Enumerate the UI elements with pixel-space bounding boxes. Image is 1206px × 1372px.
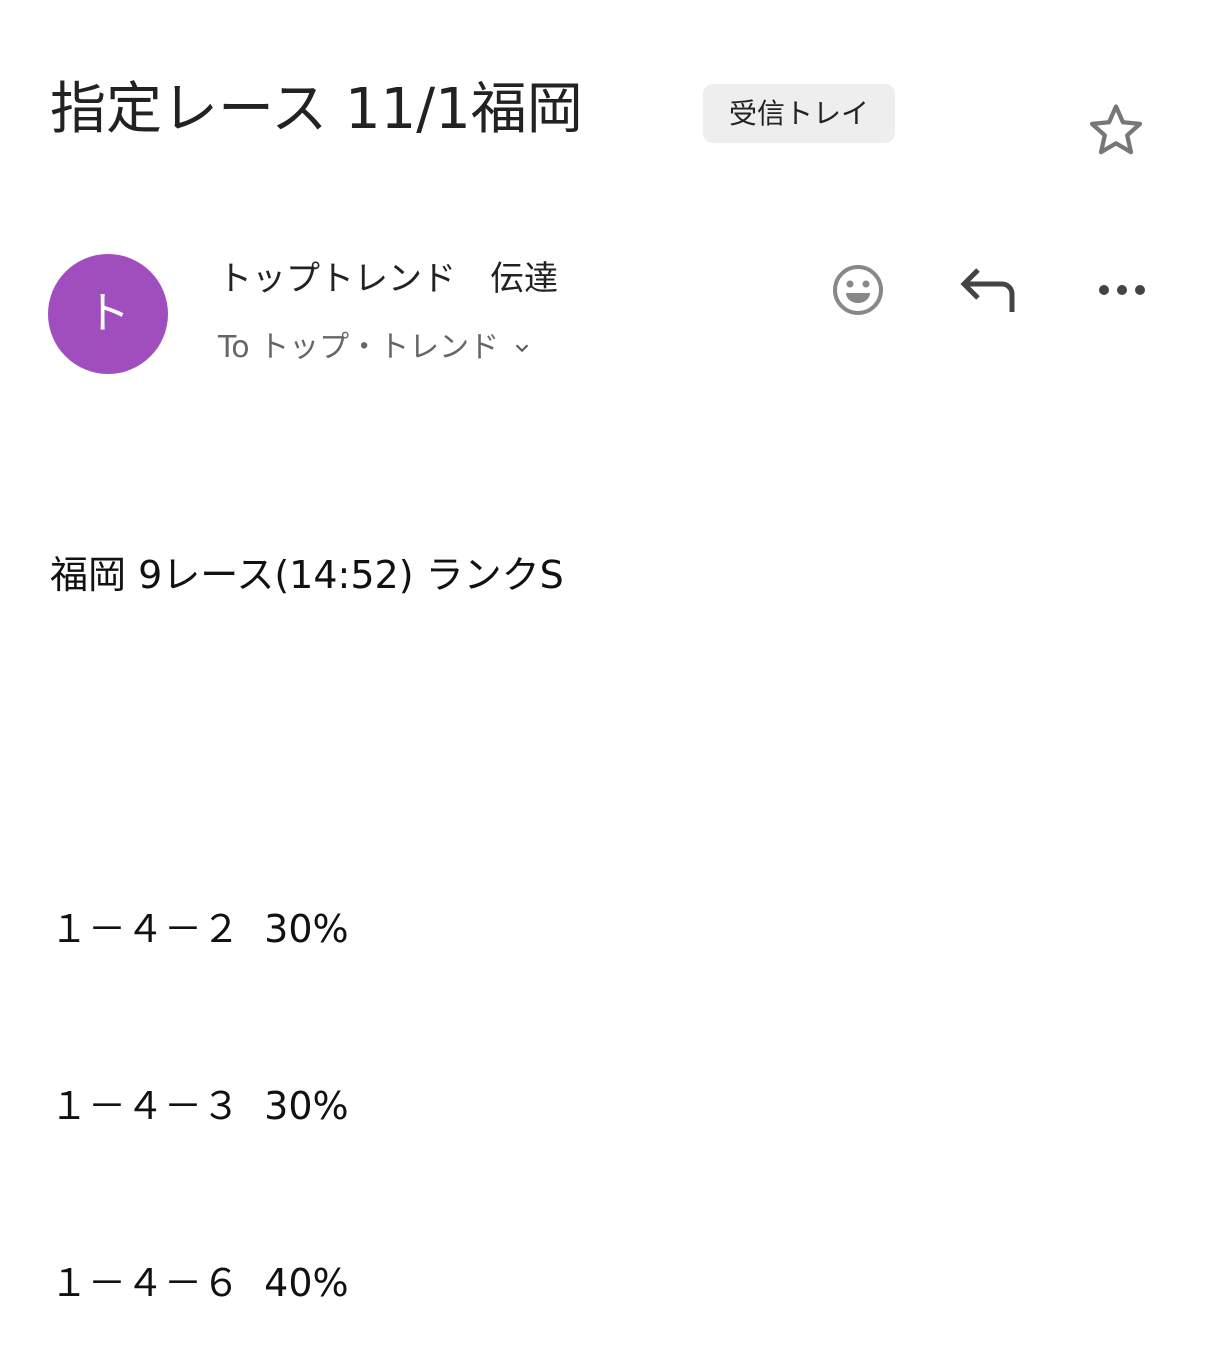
reply-icon[interactable] bbox=[958, 266, 1022, 316]
body-heading: 福岡 9レース(14:52) ランクS bbox=[50, 553, 564, 597]
body-line: １－４－６ 40% bbox=[50, 1261, 349, 1305]
recipient-text: To トップ・トレンド bbox=[218, 330, 500, 365]
sender-name: トップトレンド 伝達 bbox=[218, 259, 558, 299]
email-body: 福岡 9レース(14:52) ランクS １－４－２ 30% １－４－３ 30% … bbox=[50, 428, 564, 1372]
recipient-toggle[interactable]: To トップ・トレンド bbox=[218, 326, 533, 370]
emoji-reaction-icon[interactable] bbox=[830, 262, 886, 318]
more-options-icon[interactable] bbox=[1094, 278, 1150, 302]
body-line: １－４－２ 30% bbox=[50, 907, 349, 951]
sender-avatar[interactable]: ト bbox=[48, 254, 168, 374]
chevron-down-icon bbox=[515, 344, 529, 353]
star-icon[interactable] bbox=[1084, 98, 1148, 162]
email-subject: 指定レース 11/1福岡 bbox=[50, 77, 583, 142]
inbox-label-badge[interactable]: 受信トレイ bbox=[703, 84, 895, 143]
body-line: １－４－３ 30% bbox=[50, 1084, 349, 1128]
